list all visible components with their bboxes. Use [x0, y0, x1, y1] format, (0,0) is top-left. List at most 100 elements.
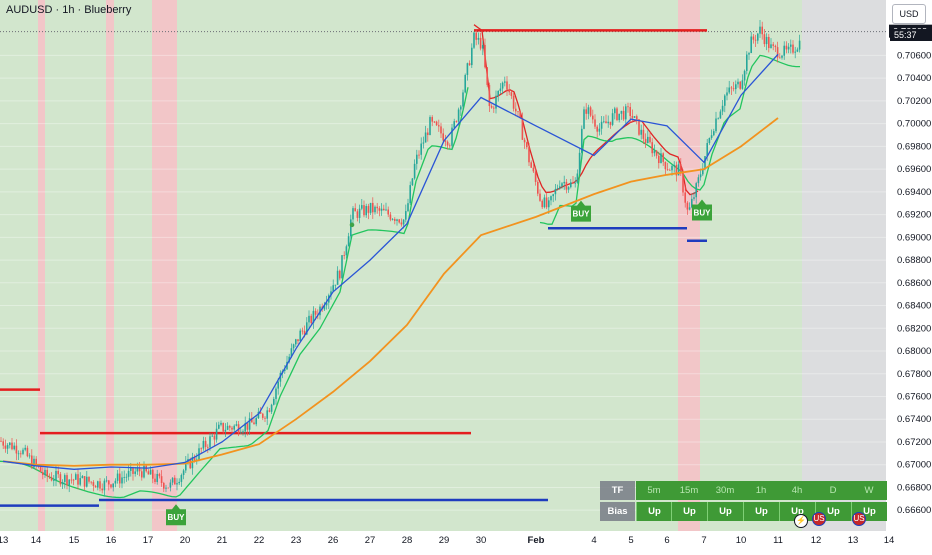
lightning-event-icon[interactable]: ⚡ [794, 514, 808, 528]
candle [743, 70, 746, 81]
candle [226, 425, 229, 430]
candle [383, 208, 385, 211]
candle [97, 481, 99, 488]
candle [497, 91, 499, 96]
candle [347, 236, 350, 247]
candle [59, 474, 62, 485]
candle [477, 37, 480, 40]
candle [55, 470, 57, 481]
us-flag-event-icon[interactable]: US [812, 512, 826, 526]
currency-badge[interactable]: USD [892, 4, 926, 24]
date-tick-label: 29 [439, 535, 450, 546]
candle [90, 481, 92, 483]
candle [677, 164, 680, 176]
candle [675, 164, 678, 176]
candle [607, 121, 609, 124]
candle [193, 456, 196, 461]
price-tick-label: 0.68800 [897, 255, 931, 266]
candle [649, 136, 651, 143]
candle [587, 107, 590, 114]
candle [704, 156, 706, 170]
candle [794, 51, 796, 53]
candle [515, 108, 517, 112]
candle [72, 479, 75, 481]
candle [110, 484, 112, 488]
candle [776, 47, 779, 58]
candle [673, 164, 675, 166]
us-flag-event-icon[interactable]: US [852, 512, 866, 526]
candle [695, 183, 697, 198]
candle [189, 459, 191, 469]
bias-value-cell: Up [707, 502, 743, 521]
candle [160, 476, 163, 483]
candle [556, 188, 559, 190]
candle [266, 410, 268, 419]
candle [466, 63, 469, 75]
candle [462, 92, 464, 107]
candle [204, 440, 207, 447]
candle [308, 315, 310, 323]
candle [759, 26, 761, 34]
candle [163, 482, 165, 489]
price-tick-label: 0.70000 [897, 119, 931, 130]
candle [600, 121, 603, 129]
candle [651, 142, 653, 154]
candle [288, 356, 290, 362]
candle [57, 470, 59, 475]
candle [719, 111, 722, 119]
candle [642, 129, 645, 139]
candle [662, 153, 664, 162]
candle [545, 197, 548, 208]
candle [798, 40, 801, 50]
candle [112, 483, 114, 488]
candle [235, 424, 238, 426]
candle [442, 133, 444, 141]
candle [262, 413, 264, 418]
candle [774, 45, 777, 48]
candle [9, 442, 11, 446]
candle [209, 436, 211, 448]
price-tick-label: 0.70600 [897, 50, 931, 61]
candle [339, 270, 341, 279]
candle [427, 132, 429, 135]
candle [154, 478, 156, 482]
candle [28, 455, 31, 457]
candle [585, 109, 587, 114]
candle [101, 488, 103, 491]
candle [198, 448, 200, 460]
candle [433, 121, 436, 123]
candle [583, 109, 585, 129]
candle [66, 475, 68, 486]
candle [147, 471, 150, 475]
price-tick-label: 0.69000 [897, 232, 931, 243]
price-tick-label: 0.67800 [897, 369, 931, 380]
candle [365, 206, 367, 216]
date-tick-label: 5 [628, 535, 633, 546]
chart-title: AUDUSD · 1h · Blueberry [6, 4, 132, 16]
candle [713, 131, 715, 136]
candle [796, 49, 799, 52]
bear-zone-bg [678, 0, 700, 531]
candle [664, 161, 667, 170]
candle [512, 95, 515, 109]
candle [405, 211, 407, 220]
candle [385, 209, 387, 211]
candle [576, 173, 579, 183]
price-tick-label: 0.68400 [897, 301, 931, 312]
candle [17, 453, 20, 455]
candle [429, 117, 431, 135]
candle [389, 214, 392, 220]
candle [644, 138, 647, 143]
candle [361, 205, 363, 209]
candle [792, 44, 794, 53]
candle [207, 446, 209, 448]
candle [290, 348, 293, 357]
candle [11, 442, 13, 450]
candle [165, 487, 167, 489]
price-tick-label: 0.66800 [897, 482, 931, 493]
candle [400, 222, 403, 225]
price-tick-label: 0.70400 [897, 73, 931, 84]
price-tick-label: 0.70200 [897, 96, 931, 107]
